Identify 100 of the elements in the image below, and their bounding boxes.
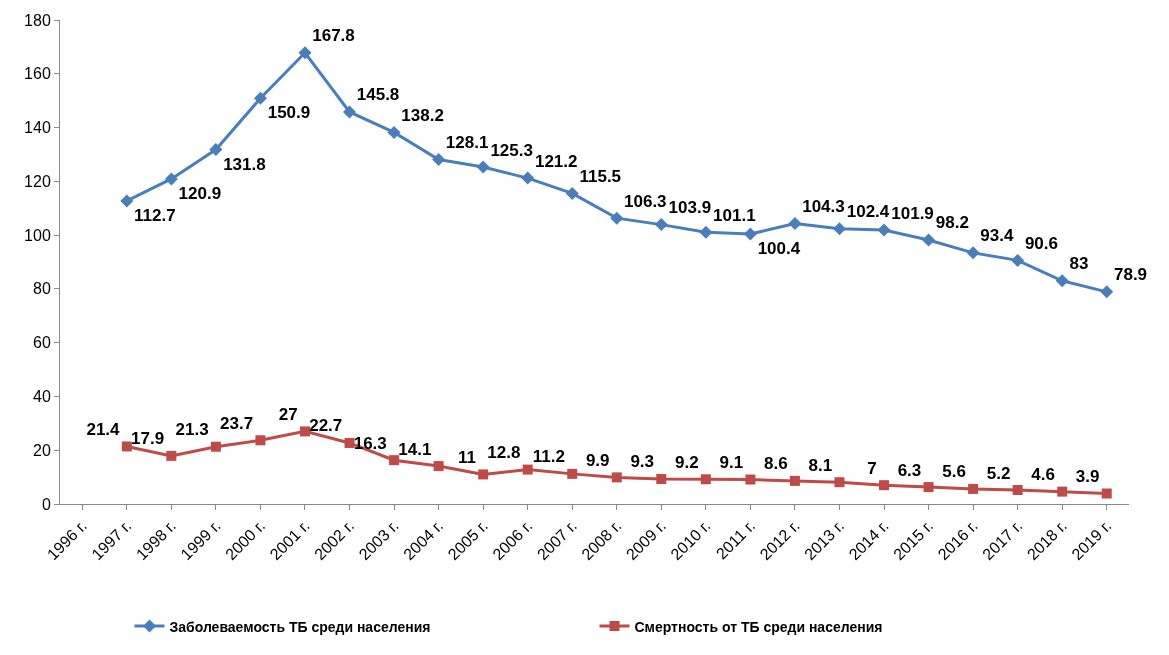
data-label: 102.4 — [846, 202, 890, 222]
point — [610, 211, 624, 225]
point — [1100, 285, 1114, 299]
point — [433, 461, 444, 472]
point — [476, 160, 490, 174]
data-label: 131.8 — [223, 154, 266, 174]
data-label: 27 — [278, 404, 298, 424]
data-label: 90.6 — [1024, 233, 1058, 253]
data-label: 101.1 — [713, 205, 756, 225]
y-tick-label: 20 — [33, 441, 51, 459]
point — [253, 91, 267, 105]
point — [700, 474, 711, 485]
point — [344, 437, 355, 448]
point — [121, 441, 132, 452]
data-label: 11.2 — [532, 447, 565, 467]
point — [567, 468, 578, 479]
point — [743, 227, 757, 241]
data-label: 145.8 — [356, 85, 400, 105]
data-label: 11 — [457, 447, 476, 467]
point — [389, 455, 400, 466]
y-tick-label: 40 — [33, 388, 51, 406]
data-label: 21.4 — [86, 419, 121, 439]
data-label: 22.7 — [309, 416, 343, 436]
y-tick-label: 100 — [24, 226, 51, 244]
y-tick-label: 0 — [41, 495, 51, 513]
data-label: 128.1 — [445, 133, 489, 153]
point — [745, 474, 756, 485]
y-tick-label: 180 — [24, 11, 51, 29]
point — [877, 223, 891, 237]
y-tick-label: 120 — [24, 172, 51, 190]
point — [966, 246, 980, 260]
point — [968, 483, 979, 494]
data-label: 23.7 — [220, 413, 254, 433]
point — [299, 426, 310, 437]
point — [478, 469, 489, 480]
data-label: 93.4 — [980, 226, 1014, 246]
data-label: 9.1 — [719, 453, 744, 473]
point — [1011, 253, 1025, 267]
y-tick-label: 140 — [24, 119, 51, 137]
data-label: 167.8 — [312, 26, 355, 46]
point — [834, 477, 845, 488]
point — [1057, 486, 1068, 497]
data-label: 3.9 — [1075, 467, 1100, 487]
point — [522, 464, 533, 475]
point — [879, 480, 890, 491]
point — [1101, 488, 1112, 499]
data-label: 16.3 — [353, 433, 387, 453]
point — [1012, 485, 1023, 496]
point — [120, 194, 134, 208]
data-label: 106.3 — [624, 191, 667, 211]
point — [1055, 274, 1069, 288]
data-label: 6.3 — [897, 460, 922, 480]
point — [789, 475, 800, 486]
data-label: 7 — [867, 458, 877, 478]
point — [565, 186, 579, 200]
data-label: 150.9 — [267, 103, 311, 123]
point — [387, 125, 401, 139]
point — [255, 435, 266, 446]
data-label: 100.4 — [757, 239, 801, 259]
data-label: 14.1 — [398, 439, 432, 459]
data-label: 120.9 — [178, 183, 222, 203]
data-label: 121.2 — [534, 151, 578, 171]
point — [210, 441, 221, 452]
data-label: 125.3 — [490, 140, 533, 160]
point — [521, 171, 535, 185]
point — [923, 482, 934, 493]
point — [432, 153, 446, 167]
data-label: 8.6 — [764, 454, 788, 474]
point — [788, 217, 802, 231]
data-label: 12.8 — [487, 443, 521, 463]
data-label: 8.1 — [808, 455, 833, 475]
data-label: 9.9 — [585, 450, 610, 470]
point — [164, 172, 178, 186]
data-label: 78.9 — [1113, 265, 1148, 285]
data-label: 138.2 — [401, 105, 444, 125]
data-label: 4.6 — [1031, 465, 1055, 485]
data-label: 9.3 — [630, 452, 655, 472]
point — [343, 105, 357, 119]
point — [209, 143, 223, 157]
point — [166, 450, 177, 461]
point — [298, 46, 312, 60]
point — [611, 472, 622, 483]
legend-label: Смертность от ТБ среди населения — [634, 618, 883, 635]
data-label: 21.3 — [175, 420, 209, 440]
point — [656, 473, 667, 484]
point — [832, 222, 846, 236]
data-label: 83 — [1069, 254, 1089, 274]
legend-label: Заболеваемость ТБ среди населения — [169, 618, 431, 635]
y-tick-label: 60 — [33, 334, 51, 352]
data-label: 5.6 — [942, 462, 966, 482]
data-label: 98.2 — [935, 213, 969, 233]
data-label: 115.5 — [579, 166, 622, 186]
data-label: 103.9 — [668, 198, 712, 218]
point — [699, 225, 713, 239]
data-label: 17.9 — [131, 429, 165, 449]
point — [654, 218, 668, 232]
point — [922, 233, 936, 247]
data-label: 112.7 — [134, 205, 176, 225]
y-tick-label: 160 — [24, 65, 51, 83]
data-label: 104.3 — [802, 197, 845, 217]
